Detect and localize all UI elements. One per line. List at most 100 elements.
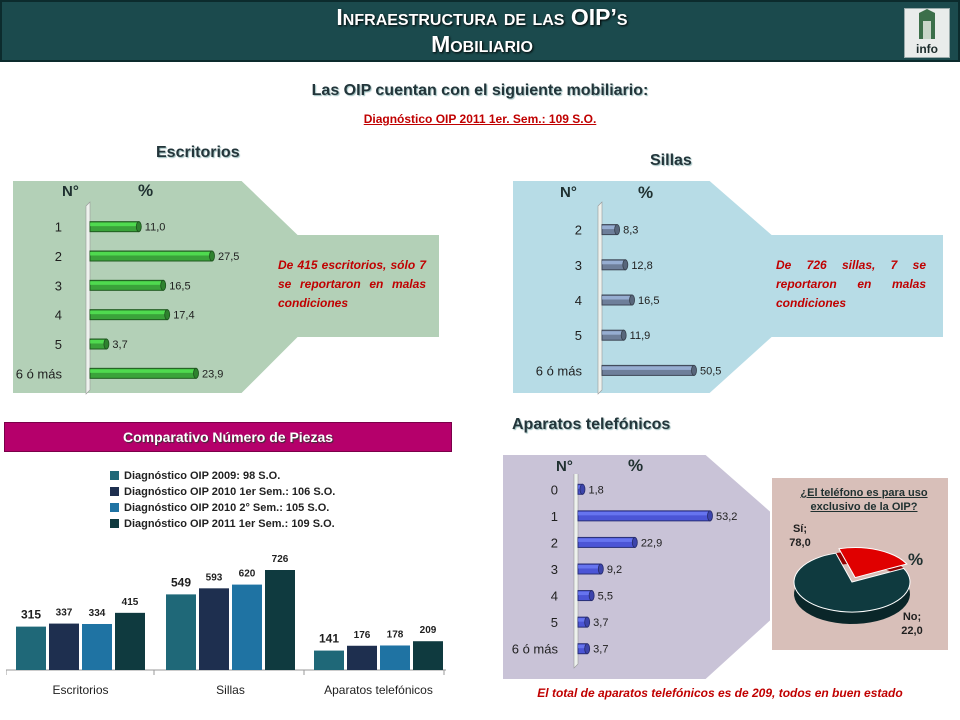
category-label: 5: [575, 328, 582, 343]
category-label: 3: [55, 278, 62, 293]
bar: [314, 650, 344, 670]
bar: [232, 584, 262, 670]
bar: [601, 329, 627, 341]
bar: [577, 536, 638, 548]
legend-swatch: [110, 487, 119, 496]
category-label: 1: [551, 509, 558, 524]
phones-chart: 1,8 0 53,2 1 22,9 2 9,2 3 5,5 4 3,7 5 3,7 6 ó más: [512, 474, 737, 669]
bar-value-label: 337: [56, 608, 73, 619]
chairs-title: Sillas: [650, 152, 692, 169]
legend-swatch: [110, 471, 119, 480]
bar-value-label: 334: [89, 608, 106, 619]
bar: [89, 221, 142, 233]
bar-value-label: 17,4: [173, 310, 194, 322]
bar-value-label: 315: [21, 608, 41, 622]
bar: [115, 612, 145, 670]
legend-item: Diagnóstico OIP 2011 1er Sem.: 109 S.O.: [110, 518, 410, 530]
bar-value-label: 209: [420, 625, 437, 636]
bar: [577, 643, 591, 655]
category-label: 6 ó más: [16, 366, 63, 381]
bar-value-label: 27,5: [218, 251, 239, 263]
desks-note: De 415 escritorios, sólo 7 se reportaron…: [278, 258, 426, 310]
bar: [601, 224, 621, 236]
pie-slice: [838, 547, 908, 579]
category-label: 0: [551, 482, 558, 497]
category-label: 6 ó más: [536, 363, 583, 378]
chairs-chart: 8,3 2 12,8 3 16,5 4 11,9 5 50,5 6 ó más: [536, 201, 721, 395]
pie-slice-value: 22,0: [901, 625, 922, 637]
category-label: 3: [551, 562, 558, 577]
legend-label: Diagnóstico OIP 2010 1er Sem.: 106 S.O.: [124, 486, 336, 498]
bar: [577, 483, 586, 495]
legend-swatch: [110, 519, 119, 528]
category-label: Escritorios: [52, 683, 108, 697]
main-title: Las OIP cuentan con el siguiente mobilia…: [311, 82, 649, 99]
desks-chart: 11,0 1 27,5 2 16,5 3 17,4 4 3,7 5 23,9 6 ó más: [16, 201, 239, 395]
bar: [601, 364, 697, 376]
desks-col-pct: %: [138, 181, 154, 200]
bar-value-label: 178: [387, 629, 404, 640]
chairs-col-no: N°: [560, 184, 577, 201]
phones-col-pct: %: [628, 456, 644, 475]
bar-value-label: 12,8: [631, 260, 652, 272]
main-subtitle: Diagnóstico OIP 2011 1er. Sem.: 109 S.O.: [363, 112, 597, 126]
comparison-title: Comparativo Número de Piezas: [4, 422, 452, 452]
bar-value-label: 3,7: [593, 617, 608, 629]
bar-value-label: 16,5: [638, 295, 659, 307]
bar-value-label: 620: [239, 569, 256, 580]
category-label: Aparatos telefónicos: [324, 683, 433, 697]
legend-item: Diagnóstico OIP 2010 2° Sem.: 105 S.O.: [110, 502, 410, 514]
info-logo: info: [904, 8, 950, 58]
bar: [601, 294, 635, 306]
category-label: 2: [551, 535, 558, 550]
header-bar: Infraestructura de las OIP’s Mobiliario …: [0, 0, 960, 62]
bar-value-label: 593: [206, 572, 223, 583]
legend-label: Diagnóstico OIP 2010 2° Sem.: 105 S.O.: [124, 502, 330, 514]
bar: [89, 338, 110, 350]
bar: [413, 641, 443, 670]
bar: [89, 279, 167, 291]
desks-title: Escritorios: [156, 144, 240, 161]
category-label: 5: [55, 337, 62, 352]
bar-value-label: 11,0: [145, 222, 166, 234]
bar-value-label: 415: [122, 597, 139, 608]
pie-slice-value: 78,0: [789, 537, 810, 549]
phones-pie-chart: Sí; 78,0 No; 22,0: [789, 523, 922, 637]
phones-title: Aparatos telefónicos: [512, 416, 671, 433]
bar: [89, 309, 171, 321]
pie-slice-label: No;: [903, 611, 921, 623]
desks-col-no: N°: [62, 183, 79, 200]
bar: [577, 563, 604, 575]
bar-value-label: 8,3: [623, 225, 638, 237]
bar-value-label: 23,9: [202, 368, 223, 380]
bar: [577, 616, 591, 628]
pie-pct-label: %: [908, 550, 924, 569]
bar-value-label: 9,2: [607, 564, 622, 576]
chairs-col-pct: %: [638, 183, 654, 202]
desks-panel: [11, 179, 441, 395]
bar: [577, 590, 595, 602]
legend-label: Diagnóstico OIP 2011 1er Sem.: 109 S.O.: [124, 518, 335, 530]
bar-value-label: 11,9: [630, 330, 651, 342]
category-label: 6 ó más: [512, 642, 559, 657]
category-label: 4: [575, 293, 582, 308]
bar: [199, 588, 229, 670]
bar: [347, 645, 377, 670]
bar-value-label: 5,5: [598, 591, 613, 603]
bar: [82, 623, 112, 670]
bar-value-label: 16,5: [169, 280, 190, 292]
header-title-line2: Mobiliario: [431, 31, 533, 57]
header-title-line1: Infraestructura de las OIP’s: [336, 4, 628, 30]
category-label: 5: [551, 615, 558, 630]
bar: [166, 594, 196, 670]
bar-value-label: 3,7: [593, 644, 608, 656]
pie-slice-label: Sí;: [793, 523, 807, 535]
bar: [577, 510, 713, 522]
comparison-legend: Diagnóstico OIP 2009: 98 S.O. Diagnóstico…: [110, 470, 410, 534]
phones-question: ¿El teléfono es para uso exclusivo de la…: [800, 487, 928, 513]
bar: [380, 645, 410, 670]
category-label: Sillas: [216, 683, 245, 697]
bar-value-label: 53,2: [716, 511, 737, 523]
legend-item: Diagnóstico OIP 2010 1er Sem.: 106 S.O.: [110, 486, 410, 498]
phones-footer-note: El total de aparatos telefónicos es de 2…: [537, 686, 903, 700]
